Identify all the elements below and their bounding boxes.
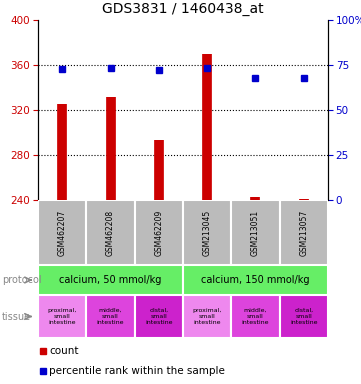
Bar [135,295,183,338]
Text: calcium, 50 mmol/kg: calcium, 50 mmol/kg [59,275,162,285]
Text: GSM462208: GSM462208 [106,209,115,256]
Bar [86,295,135,338]
Text: middle,
small
intestine: middle, small intestine [242,308,269,325]
Text: calcium, 150 mmol/kg: calcium, 150 mmol/kg [201,275,310,285]
Bar [38,265,183,295]
Bar [38,295,86,338]
Bar [135,200,183,265]
Text: GSM462207: GSM462207 [58,209,67,256]
Bar [86,200,135,265]
Text: GSM213051: GSM213051 [251,209,260,256]
Text: proximal,
small
intestine: proximal, small intestine [192,308,222,325]
Bar [231,295,280,338]
Text: middle,
small
intestine: middle, small intestine [97,308,124,325]
Text: tissue: tissue [2,311,31,321]
Text: distal,
small
intestine: distal, small intestine [145,308,173,325]
Text: protocol: protocol [2,275,42,285]
Bar [280,200,328,265]
Bar [183,295,231,338]
Text: GSM213045: GSM213045 [203,209,212,256]
Text: GSM462209: GSM462209 [155,209,163,256]
Text: count: count [49,346,78,356]
Bar [280,295,328,338]
Bar [183,200,231,265]
Text: GSM213057: GSM213057 [299,209,308,256]
Text: percentile rank within the sample: percentile rank within the sample [49,366,225,376]
Bar [231,200,280,265]
Text: proximal,
small
intestine: proximal, small intestine [48,308,77,325]
Text: distal,
small
intestine: distal, small intestine [290,308,318,325]
Bar [183,265,328,295]
Title: GDS3831 / 1460438_at: GDS3831 / 1460438_at [102,2,264,16]
Bar [38,200,86,265]
